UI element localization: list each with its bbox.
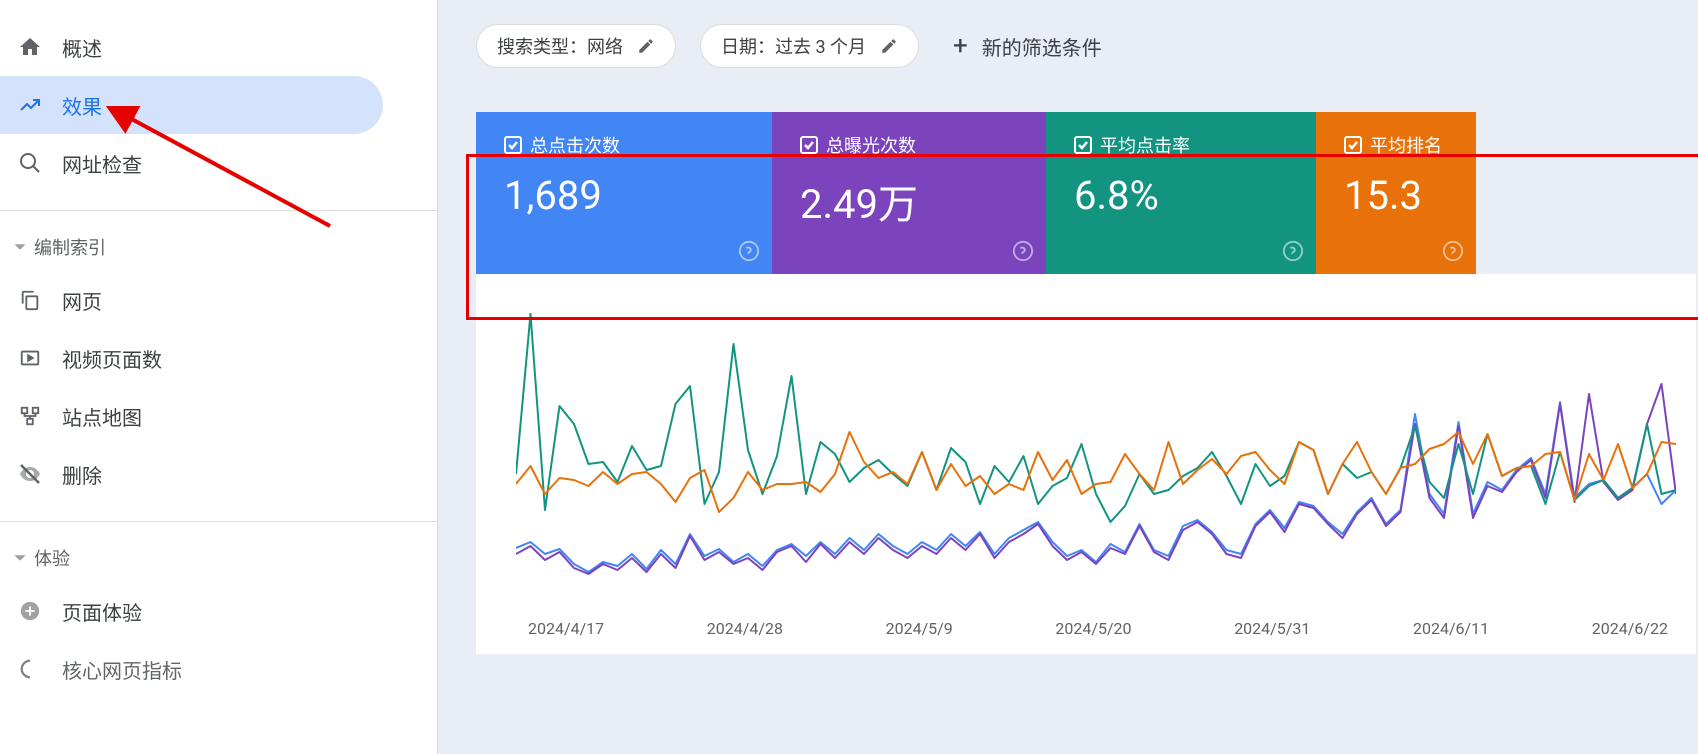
main-content: 搜索类型：网络 日期：过去 3 个月 + 新的筛选条件 总点击次数 1,689 总曝… (438, 0, 1698, 754)
sitemap-icon (16, 402, 44, 430)
stat-label: 总点击次数 (504, 132, 748, 158)
sidebar-item-label: 页面体验 (62, 597, 142, 626)
pencil-icon (880, 37, 898, 55)
sidebar-item-label: 网页 (62, 286, 102, 315)
copy-icon (16, 286, 44, 314)
help-icon[interactable] (1442, 240, 1464, 266)
sidebar-item-url-inspect[interactable]: 网址检查 (0, 134, 383, 192)
filter-bar: 搜索类型：网络 日期：过去 3 个月 + 新的筛选条件 (476, 24, 1698, 68)
sidebar: 概述 效果 网址检查 编制索引 网页 视频页面数 站点地图 (0, 0, 438, 754)
sidebar-item-label: 站点地图 (62, 402, 142, 431)
sidebar-item-video-pages[interactable]: 视频页面数 (0, 329, 383, 387)
video-icon (16, 344, 44, 372)
sidebar-item-label: 删除 (62, 460, 102, 489)
search-icon (16, 149, 44, 177)
section-label: 体验 (34, 545, 70, 571)
caret-down-icon (10, 548, 30, 568)
section-indexing[interactable]: 编制索引 (0, 223, 437, 271)
chip-label: 日期：过去 3 个月 (721, 33, 866, 59)
help-icon[interactable] (1012, 240, 1034, 266)
x-axis-labels: 2024/4/17 2024/4/28 2024/5/9 2024/5/20 2024/… (528, 619, 1668, 638)
remove-icon (16, 460, 44, 488)
x-tick-label: 2024/6/22 (1592, 619, 1668, 638)
stat-value: 15.3 (1344, 172, 1452, 219)
section-experience[interactable]: 体验 (0, 534, 437, 582)
stat-value: 6.8% (1074, 172, 1292, 219)
home-icon (16, 33, 44, 61)
x-tick-label: 2024/4/28 (707, 619, 783, 638)
chart-area: 2024/4/17 2024/4/28 2024/5/9 2024/5/20 2024/… (476, 274, 1696, 654)
stat-value: 2.49万 (800, 172, 1022, 230)
stat-label: 平均排名 (1344, 132, 1452, 158)
sidebar-item-core-vitals[interactable]: 核心网页指标 (0, 640, 383, 698)
x-tick-label: 2024/5/9 (886, 619, 953, 638)
stat-label: 总曝光次数 (800, 132, 1022, 158)
x-tick-label: 2024/5/31 (1234, 619, 1310, 638)
sidebar-item-sitemap[interactable]: 站点地图 (0, 387, 383, 445)
stat-value: 1,689 (504, 172, 748, 219)
sidebar-item-pages[interactable]: 网页 (0, 271, 383, 329)
sidebar-item-performance[interactable]: 效果 (0, 76, 383, 134)
sidebar-item-overview[interactable]: 概述 (0, 18, 383, 76)
checkbox-icon (1074, 136, 1092, 154)
stat-cards: 总点击次数 1,689 总曝光次数 2.49万 平均点击率 6.8% 平均排名 15.3 (476, 112, 1626, 274)
x-tick-label: 2024/4/17 (528, 619, 604, 638)
pencil-icon (637, 37, 655, 55)
caret-down-icon (10, 237, 30, 257)
stat-label: 平均点击率 (1074, 132, 1292, 158)
help-icon[interactable] (1282, 240, 1304, 266)
sidebar-item-page-experience[interactable]: 页面体验 (0, 582, 383, 640)
section-label: 编制索引 (34, 234, 106, 260)
sidebar-item-label: 网址检查 (62, 149, 142, 178)
help-icon[interactable] (738, 240, 760, 266)
stat-card[interactable]: 总点击次数 1,689 (476, 112, 772, 274)
checkbox-icon (800, 136, 818, 154)
trending-icon (16, 91, 44, 119)
divider (0, 210, 437, 211)
half-circle-icon (16, 655, 44, 683)
chip-label: 搜索类型：网络 (497, 33, 623, 59)
add-filter-label: 新的筛选条件 (982, 32, 1102, 61)
stat-card[interactable]: 平均排名 15.3 (1316, 112, 1476, 274)
checkbox-icon (1344, 136, 1362, 154)
filter-chip-search-type[interactable]: 搜索类型：网络 (476, 24, 676, 68)
line-chart (516, 294, 1676, 594)
filter-chip-date[interactable]: 日期：过去 3 个月 (700, 24, 919, 68)
sidebar-item-removals[interactable]: 删除 (0, 445, 383, 503)
x-tick-label: 2024/6/11 (1413, 619, 1489, 638)
sidebar-item-label: 核心网页指标 (62, 655, 182, 684)
circle-plus-icon (16, 597, 44, 625)
stat-card[interactable]: 平均点击率 6.8% (1046, 112, 1316, 274)
x-tick-label: 2024/5/20 (1055, 619, 1131, 638)
stat-card[interactable]: 总曝光次数 2.49万 (772, 112, 1046, 274)
checkbox-icon (504, 136, 522, 154)
sidebar-item-label: 效果 (62, 91, 102, 120)
add-filter-button[interactable]: + 新的筛选条件 (943, 31, 1112, 61)
divider (0, 521, 437, 522)
plus-icon: + (953, 31, 968, 61)
sidebar-item-label: 概述 (62, 33, 102, 62)
sidebar-item-label: 视频页面数 (62, 344, 162, 373)
